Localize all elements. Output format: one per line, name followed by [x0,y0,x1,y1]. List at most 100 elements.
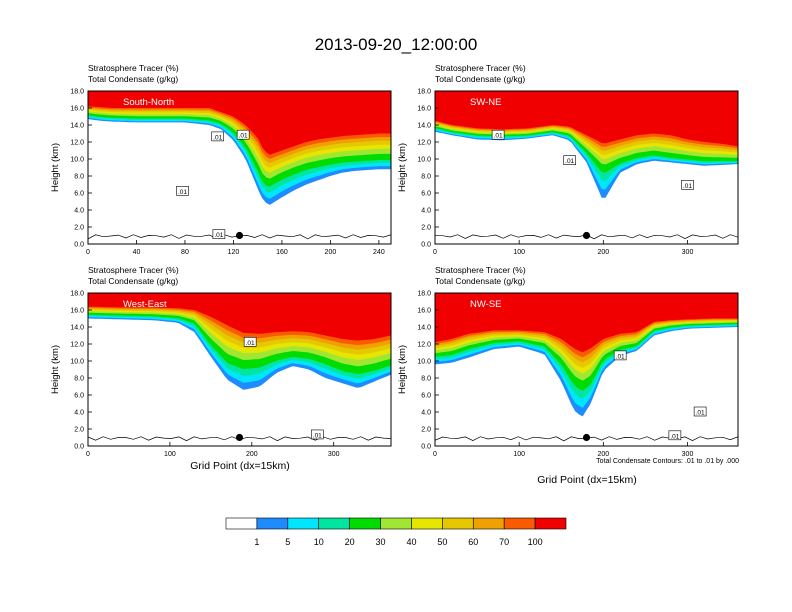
contour-label-box [563,155,576,165]
y-tick-label: 14.0 [417,123,431,130]
x-tick-label: 80 [181,249,189,256]
x-tick-label: 300 [682,451,694,458]
x-tick-label: 200 [325,249,337,256]
x-tick-label: 100 [513,451,525,458]
y-tick-label: 12.0 [70,342,84,349]
colorbar-label: 70 [499,537,509,547]
x-tick-label: 100 [164,451,176,458]
y-axis-label: Height (km) [50,345,61,394]
y-tick-label: 2.0 [421,427,431,434]
y-tick-label: 4.0 [421,410,431,417]
colorbar-swatch [287,517,320,530]
contour-label: .01 [214,232,223,239]
panel-label: NW-SE [470,299,502,310]
panel-0: .01 .01 .01 .01 South-North Stratosphere Trac… [50,63,392,256]
contour-label: .01 [696,410,705,417]
y-tick-label: 6.0 [74,393,84,400]
plot-frame [434,90,739,245]
colorbar-label: 5 [285,537,290,547]
y-tick-label: 10.0 [70,359,84,366]
y-tick-label: 0.0 [74,242,84,249]
x-axis-label-right: Grid Point (dx=15km) [537,474,637,486]
figure-title: 2013-09-20_12:00:00 [315,35,478,54]
colorbar-swatch [534,517,567,530]
panel-3: .01 .01 .01 NW-SE Stratosphere Tracer (%)Tot… [397,265,739,458]
x-tick-label: 0 [86,249,90,256]
colorbar-swatch [256,517,289,530]
colorbar-swatch [503,517,536,530]
x-tick-label: 0 [433,249,437,256]
contour-note: Total Condensate Contours: .01 to .01 by… [596,458,739,465]
y-axis-label: Height (km) [397,143,408,192]
y-tick-label: 16.0 [417,308,431,315]
location-marker [235,231,244,240]
contour-label: .01 [494,133,503,140]
colorbar-swatch [442,517,474,530]
y-tick-label: 18.0 [70,89,84,96]
y-axis-label: Height (km) [397,345,408,394]
x-tick-label: 200 [597,451,609,458]
colorbar-label: 20 [345,537,355,547]
location-marker [582,433,591,442]
contour-label-box [212,229,226,239]
y-tick-label: 2.0 [421,225,431,232]
location-marker [582,231,591,240]
y-tick-label: 4.0 [74,208,84,215]
y-tick-label: 12.0 [70,140,84,147]
colorbar-swatch [411,517,443,530]
y-axis-label: Height (km) [50,143,61,192]
contour-label: .01 [239,133,248,140]
y-tick-label: 10.0 [417,157,431,164]
x-axis-label-left: Grid Point (dx=15km) [190,460,290,472]
y-tick-label: 2.0 [74,427,84,434]
y-tick-label: 16.0 [70,106,84,113]
tracer-band-9 [435,91,738,147]
plot-frame [434,292,739,447]
panel-2: .01 .01 West-East Stratosphere Tracer (%)To… [50,265,392,458]
y-tick-label: 6.0 [421,393,431,400]
contour-label-box [176,186,189,196]
y-tick-label: 18.0 [70,291,84,298]
colorbar-label: 30 [376,537,386,547]
colorbar-swatch [225,517,258,530]
y-tick-label: 18.0 [417,291,431,298]
panel-1: .01 .01 .01 SW-NE Stratosphere Tracer (%)Tot… [397,63,739,256]
y-tick-label: 8.0 [421,174,431,181]
y-tick-label: 12.0 [417,342,431,349]
y-tick-label: 8.0 [421,376,431,383]
contour-label-box [211,131,224,142]
plot-frame [87,292,392,447]
y-tick-label: 12.0 [417,140,431,147]
y-tick-label: 8.0 [74,174,84,181]
colorbar-swatch [380,517,412,530]
contour-label: .01 [313,432,322,439]
panel-label: South-North [123,97,174,108]
x-tick-label: 0 [86,451,90,458]
location-marker [235,433,244,442]
panel-header-line2: Total Condensate (g/kg) [435,74,525,84]
colorbar-label: 50 [437,537,447,547]
panel-label: West-East [123,299,167,310]
x-tick-label: 240 [373,249,385,256]
panel-header-line2: Total Condensate (g/kg) [435,276,525,286]
plot-area: .01 .01 .01 .01 [88,91,391,244]
contour-label-box [236,129,250,140]
contour-label-box [668,430,682,441]
y-tick-label: 0.0 [421,242,431,249]
plot-area: .01 .01 .01 [435,293,738,446]
x-tick-label: 300 [682,249,694,256]
y-tick-label: 10.0 [70,157,84,164]
plot-frame [87,90,392,245]
y-tick-label: 2.0 [74,225,84,232]
panel-header-line1: Stratosphere Tracer (%) [88,265,179,275]
contour-label: .01 [213,134,222,141]
y-tick-label: 0.0 [421,444,431,451]
panel-header-line2: Total Condensate (g/kg) [88,74,178,84]
colorbar-swatch [318,517,350,530]
y-tick-label: 10.0 [417,359,431,366]
contour-label: .01 [616,353,625,360]
x-tick-label: 0 [433,451,437,458]
y-tick-label: 4.0 [421,208,431,215]
plot-area: .01 .01 .01 [435,91,738,244]
